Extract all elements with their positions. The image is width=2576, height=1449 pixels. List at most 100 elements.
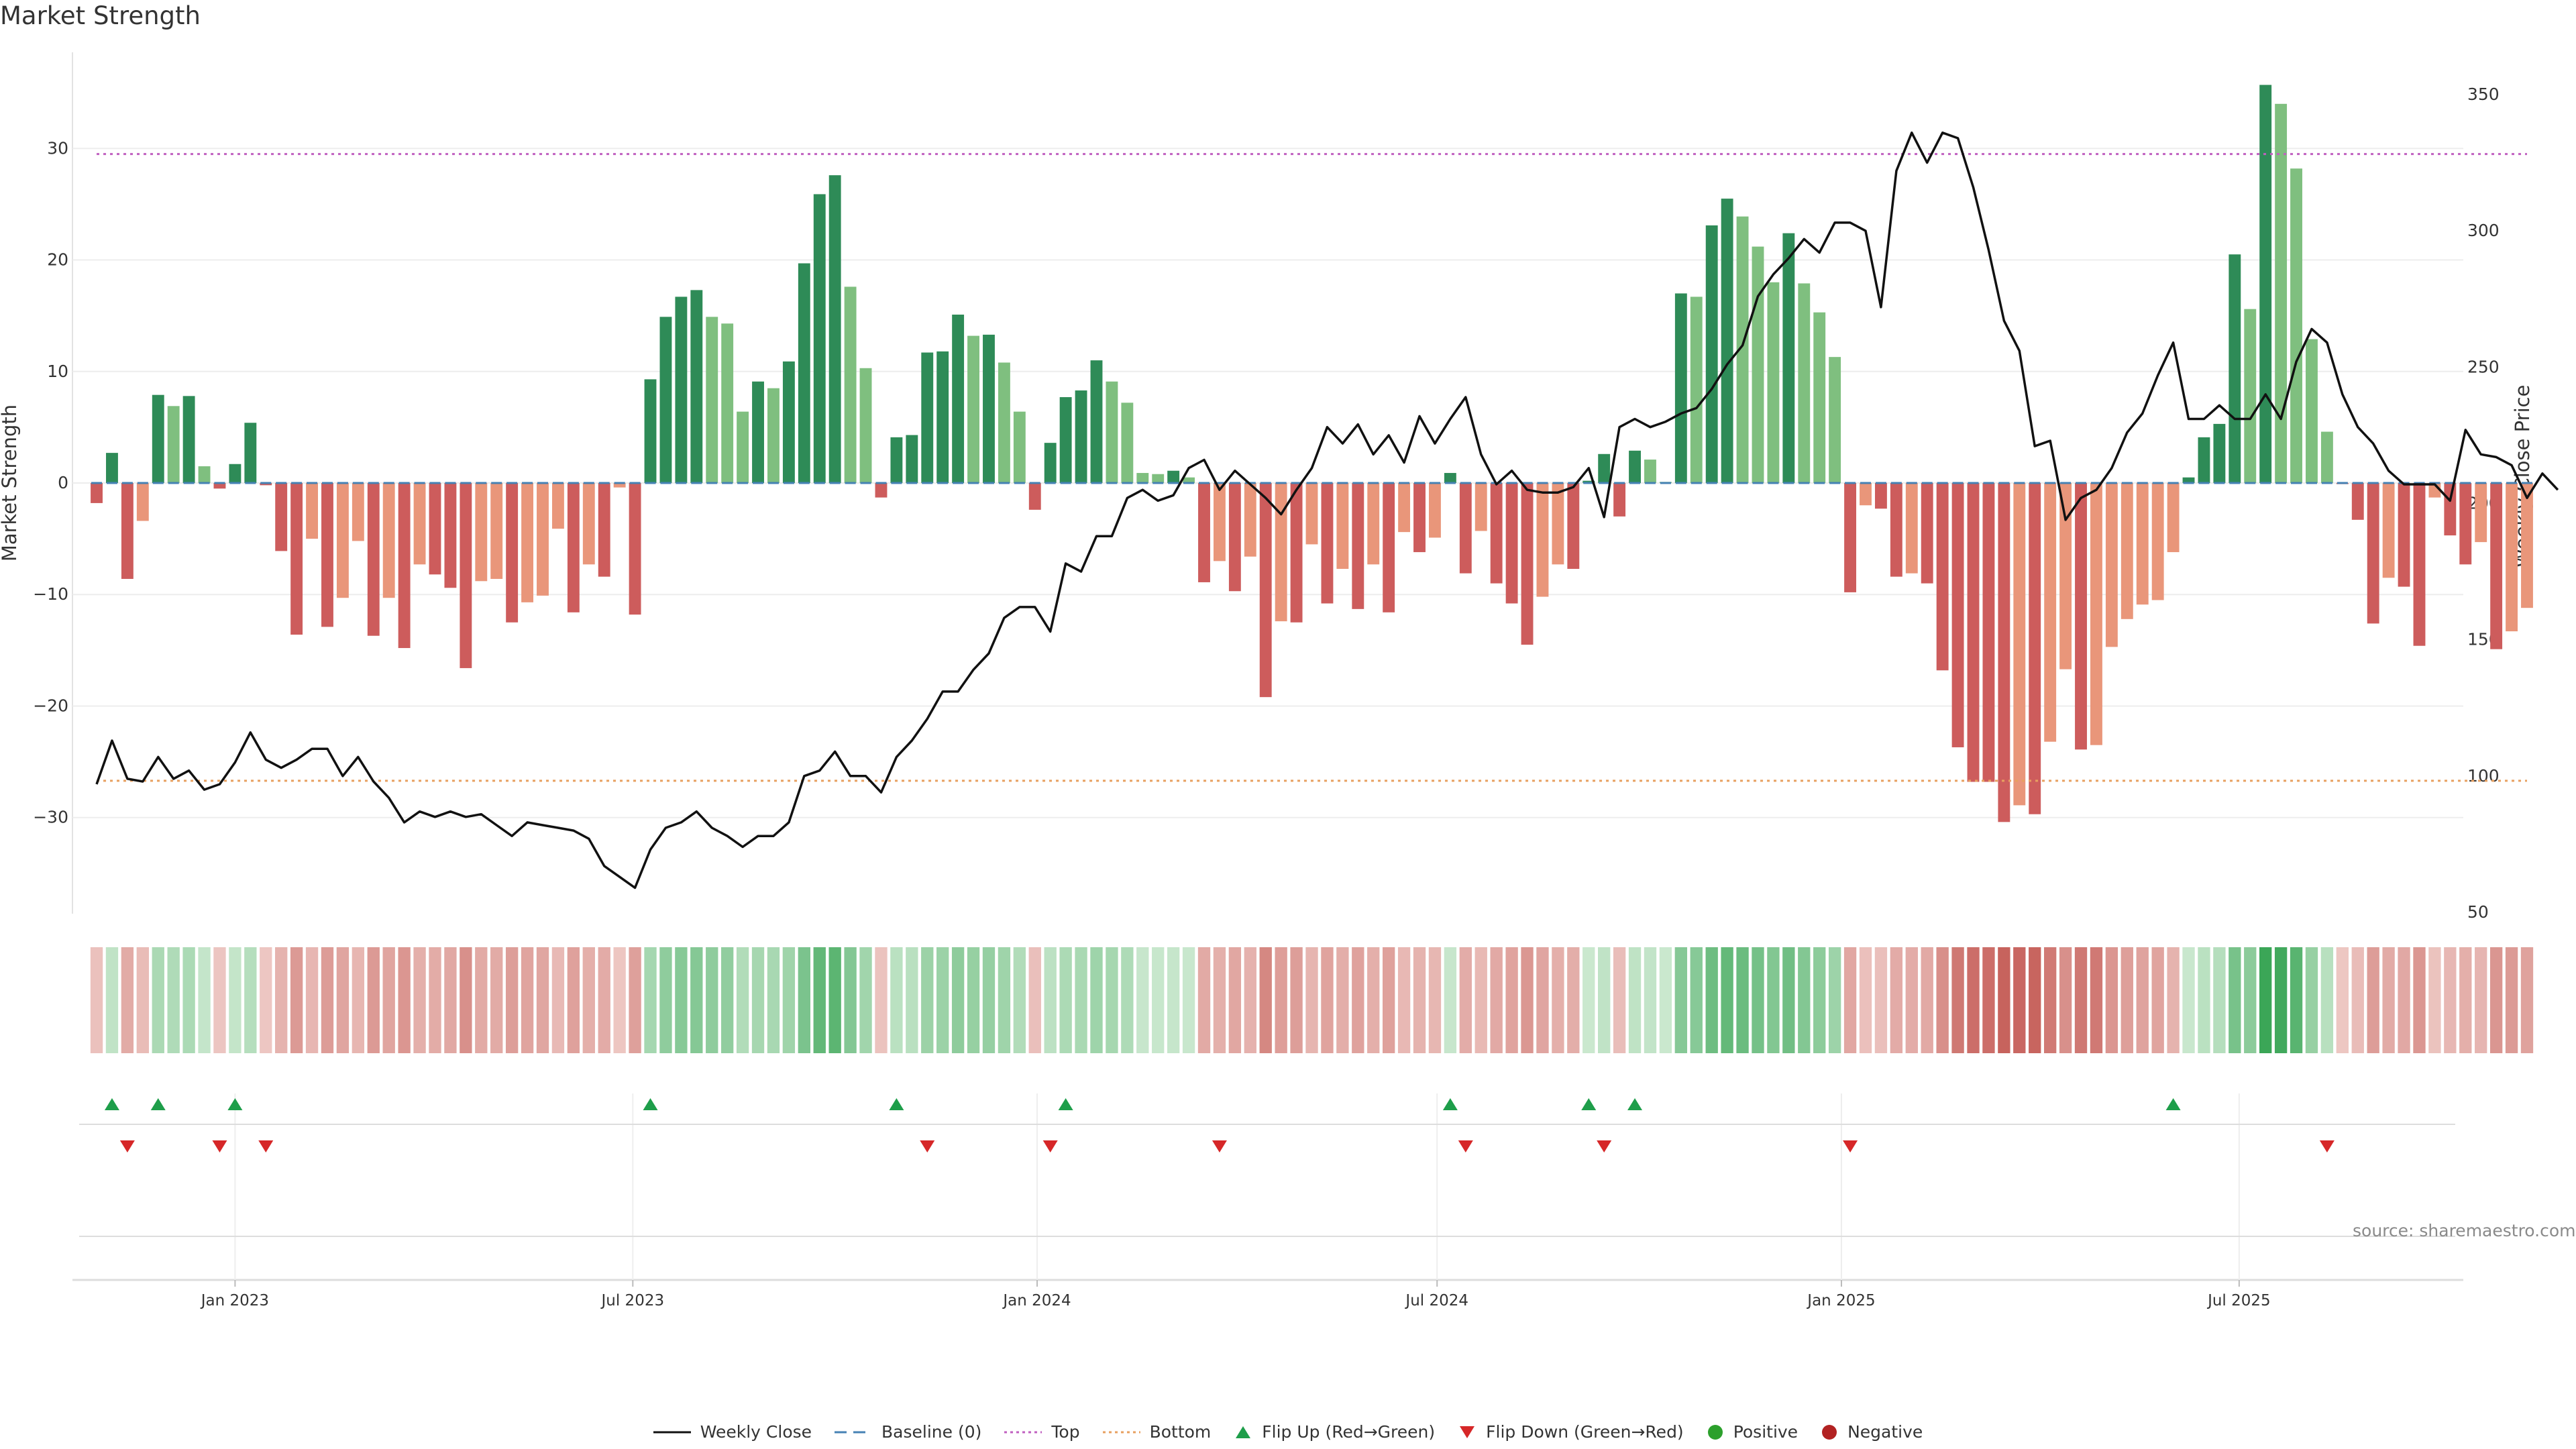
- legend: Weekly Close Baseline (0) Top Bottom Fli…: [0, 1422, 2576, 1442]
- strength-bar: [1490, 483, 1503, 584]
- baseline-swatch: [835, 1431, 873, 1433]
- strength-bar: [1951, 483, 1964, 747]
- heat-cell: [813, 947, 826, 1053]
- heat-cell: [1843, 947, 1857, 1053]
- strength-bar: [2259, 85, 2272, 483]
- heat-cell: [613, 947, 626, 1053]
- heat-cell: [1075, 947, 1087, 1053]
- strength-bar: [521, 483, 534, 602]
- legend-item-positive: Positive: [1707, 1422, 1798, 1442]
- heat-cell: [629, 947, 641, 1053]
- heat-cell: [90, 947, 103, 1053]
- heat-cell: [2459, 947, 2472, 1053]
- strength-bar: [613, 483, 626, 488]
- strength-bar: [1152, 474, 1165, 483]
- strength-bar: [2182, 477, 2195, 483]
- heat-cell: [1982, 947, 1995, 1053]
- strength-bar: [2059, 483, 2072, 669]
- strength-bar: [1567, 483, 1580, 569]
- heat-cell: [844, 947, 857, 1053]
- heat-cell: [1290, 947, 1303, 1053]
- heat-cell: [413, 947, 426, 1053]
- strength-bar: [690, 290, 703, 483]
- strength-bar: [106, 453, 118, 483]
- strength-bar: [537, 483, 549, 596]
- heat-cell: [2398, 947, 2410, 1053]
- top-line-swatch: [1004, 1431, 1042, 1433]
- heat-cell: [1244, 947, 1256, 1053]
- heat-cell: [1474, 947, 1487, 1053]
- legend-item-flip-up: Flip Up (Red→Green): [1234, 1422, 1435, 1442]
- strength-bar: [1998, 483, 2010, 822]
- strength-bar: [752, 381, 764, 483]
- strength-bar: [737, 411, 749, 483]
- heat-cell: [352, 947, 365, 1053]
- heat-cell: [890, 947, 903, 1053]
- strength-bar: [706, 317, 718, 483]
- y-right-tick-label: 50: [2467, 902, 2489, 922]
- heat-cell: [2043, 947, 2057, 1053]
- heat-cell: [2074, 947, 2088, 1053]
- flip-up-marker: [104, 1098, 119, 1110]
- heat-cell: [906, 947, 918, 1053]
- heat-cell: [1752, 947, 1764, 1053]
- strength-bar: [875, 483, 888, 498]
- heat-cell: [213, 947, 226, 1053]
- legend-label-close: Weekly Close: [700, 1422, 812, 1442]
- strength-bar: [2290, 168, 2302, 484]
- heat-cell: [2136, 947, 2149, 1053]
- flip-up-marker: [643, 1098, 658, 1110]
- strength-bar: [1336, 483, 1349, 569]
- heat-cell: [875, 947, 888, 1053]
- strength-bar: [1290, 483, 1303, 623]
- x-tick-label: Jul 2024: [1404, 1292, 1468, 1309]
- heat-cell: [782, 947, 796, 1053]
- heat-cell: [706, 947, 718, 1053]
- weekly-close-line: [95, 131, 2559, 890]
- flip-up-marker: [150, 1098, 166, 1110]
- strength-bar: [598, 483, 610, 577]
- heat-cell: [1428, 947, 1442, 1053]
- heat-cell: [798, 947, 810, 1053]
- heat-cell: [951, 947, 965, 1053]
- close-line-swatch: [653, 1431, 691, 1433]
- strength-bar: [1552, 483, 1564, 565]
- heat-cell: [1936, 947, 1949, 1053]
- strength-bar: [1505, 483, 1518, 604]
- heat-cell: [2505, 947, 2518, 1053]
- strength-bar: [1752, 246, 1764, 483]
- strength-bar: [136, 483, 149, 521]
- heat-cell: [2121, 947, 2133, 1053]
- heat-cell: [751, 947, 765, 1053]
- heat-cell: [1705, 947, 1718, 1053]
- heat-cell: [1413, 947, 1426, 1053]
- strength-bar: [1121, 402, 1134, 483]
- heat-cell: [967, 947, 980, 1053]
- strength-bar: [275, 483, 288, 551]
- strength-bar: [1736, 216, 1749, 483]
- strength-bar: [1106, 381, 1118, 483]
- heat-cell: [1152, 947, 1165, 1053]
- strength-bar: [1829, 357, 1841, 483]
- strength-bar: [2167, 483, 2180, 553]
- legend-label-flip-up: Flip Up (Red→Green): [1262, 1422, 1436, 1442]
- strength-bar: [2044, 483, 2057, 742]
- legend-item-top: Top: [1004, 1422, 1080, 1442]
- strength-bar: [1813, 312, 1826, 483]
- flip-up-marker: [2165, 1098, 2181, 1110]
- heat-cell: [1197, 947, 1211, 1053]
- flip-down-marker: [920, 1140, 935, 1152]
- strength-bar: [2506, 483, 2518, 632]
- strength-bar: [1705, 225, 1718, 483]
- strength-bar: [1844, 483, 1857, 592]
- strength-bar: [1059, 397, 1072, 483]
- heat-cell: [1352, 947, 1364, 1053]
- heat-cell: [2305, 947, 2318, 1053]
- heat-cell: [1044, 947, 1057, 1053]
- strength-bar: [983, 334, 995, 483]
- flip-down-marker: [212, 1140, 227, 1152]
- heat-cell: [2259, 947, 2272, 1053]
- heat-cell: [982, 947, 996, 1053]
- strength-bar: [152, 394, 164, 483]
